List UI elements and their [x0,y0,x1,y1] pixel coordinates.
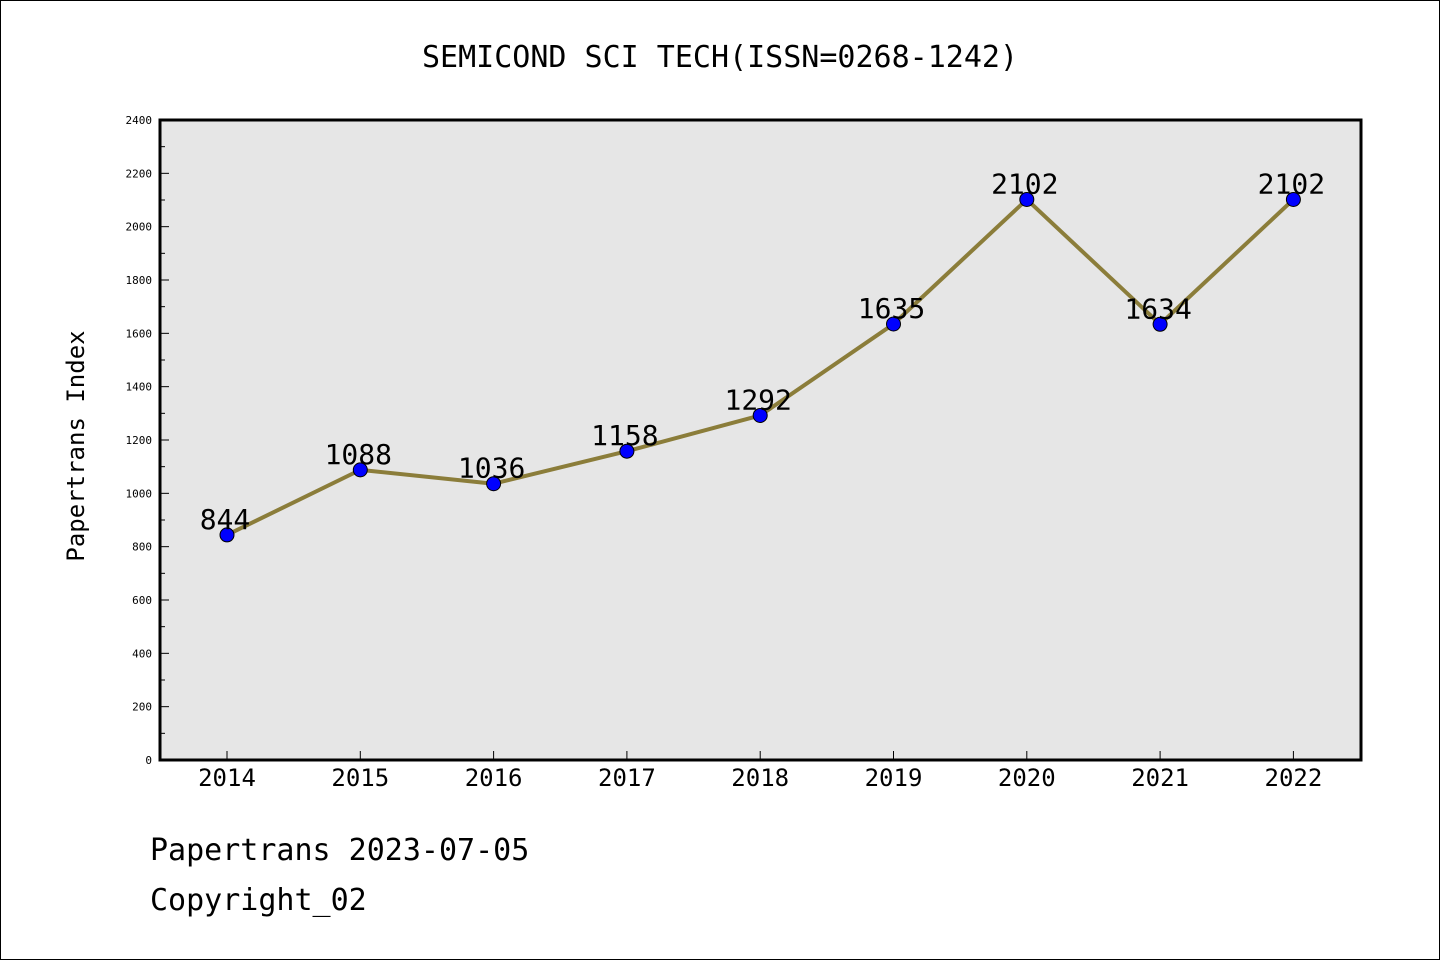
footer-copyright: Copyright_02 [150,883,367,918]
x-tick-label: 2022 [1265,764,1323,792]
data-label: 1634 [1124,292,1191,325]
data-point [619,443,635,459]
y-tick-label: 1000 [126,487,153,500]
y-axis-label: Papertrans Index [62,330,90,561]
data-series: 844 1088 1036 1158 1292 1635 2102 1634 2102 [200,167,1325,543]
data-point [1152,316,1168,332]
data-label: 2102 [1258,167,1325,200]
y-tick-label: 1600 [126,327,153,340]
x-tick-label: 2014 [198,764,256,792]
y-tick-label: 1200 [126,434,153,447]
y-tick-label: 400 [132,647,152,660]
data-label: 1088 [325,438,392,471]
plot-border [158,118,1363,762]
x-tick-label: 2018 [731,764,789,792]
data-point [886,316,901,332]
chart-title: SEMICOND SCI TECH(ISSN=0268-1242) [422,40,1018,75]
data-point [486,476,502,492]
x-tick-label: 2020 [998,764,1056,792]
data-point [219,527,235,543]
x-tick-label: 2016 [465,764,523,792]
x-tick-label: 2021 [1131,764,1189,792]
x-tick-label: 2017 [598,764,656,792]
y-tick-label: 2000 [126,221,153,234]
data-label: 844 [200,503,251,536]
y-tick-label: 2400 [126,114,153,127]
y-tick-label: 800 [132,541,152,554]
y-tick-label: 0 [145,754,152,767]
data-label: 2102 [991,167,1058,200]
footer-date: Papertrans 2023-07-05 [150,833,530,868]
data-label: 1158 [591,419,658,452]
data-point [1285,191,1301,207]
x-tick-label: 2019 [865,764,923,792]
y-axis: 0 200 400 600 800 1000 1200 1400 1600 1800 2000 220… [126,114,169,767]
y-tick-label: 600 [132,594,152,607]
data-point [752,407,768,423]
data-point [1019,191,1035,207]
y-tick-label: 200 [132,701,152,714]
x-tick-label: 2015 [331,764,389,792]
y-tick-label: 1400 [126,381,153,394]
data-label: 1036 [458,452,525,485]
data-point [352,462,368,478]
data-label: 1635 [858,292,925,325]
y-tick-label: 1800 [126,274,153,287]
data-label: 1292 [724,383,791,416]
plot-area [160,120,1361,760]
y-tick-label: 2200 [126,167,153,180]
x-axis: 2014 2015 2016 2017 2018 2019 2020 2021 2022 [198,751,1322,792]
